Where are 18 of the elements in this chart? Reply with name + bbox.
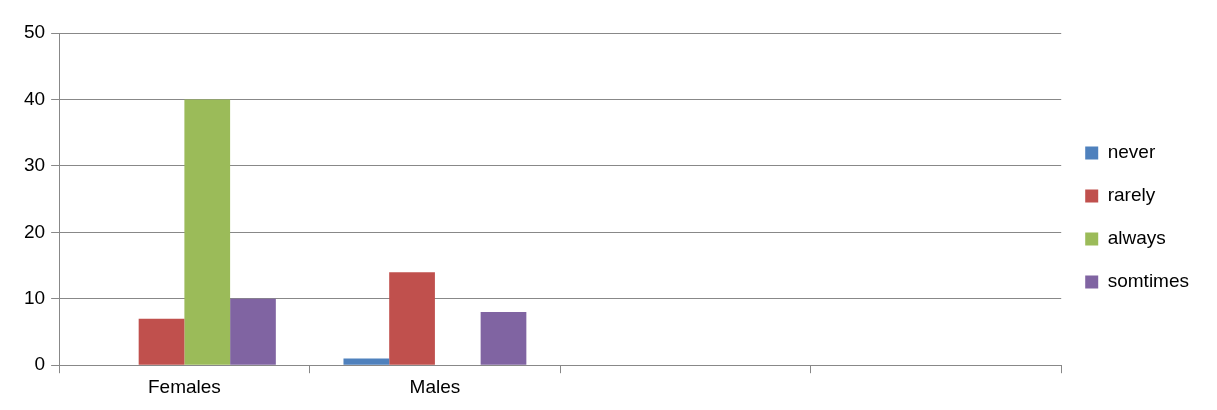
x-tick-label: Males bbox=[409, 375, 461, 397]
bar bbox=[480, 312, 527, 365]
y-tick-label: 10 bbox=[23, 286, 46, 308]
y-tick-label: 50 bbox=[23, 21, 46, 43]
y-tick-label: 30 bbox=[23, 154, 46, 176]
x-tick-label: Females bbox=[147, 375, 221, 397]
y-tick-label: 40 bbox=[23, 87, 46, 109]
bar bbox=[184, 99, 231, 365]
legend-label: never bbox=[1107, 141, 1156, 163]
bar bbox=[138, 318, 185, 365]
bar bbox=[343, 358, 390, 365]
bar bbox=[230, 298, 276, 365]
bar bbox=[389, 272, 435, 365]
legend-label: always bbox=[1107, 227, 1166, 249]
legend-label: rarely bbox=[1107, 184, 1156, 206]
y-tick-label: 0 bbox=[34, 353, 46, 375]
legend-label: somtimes bbox=[1107, 270, 1190, 292]
y-tick-label: 20 bbox=[23, 220, 46, 242]
